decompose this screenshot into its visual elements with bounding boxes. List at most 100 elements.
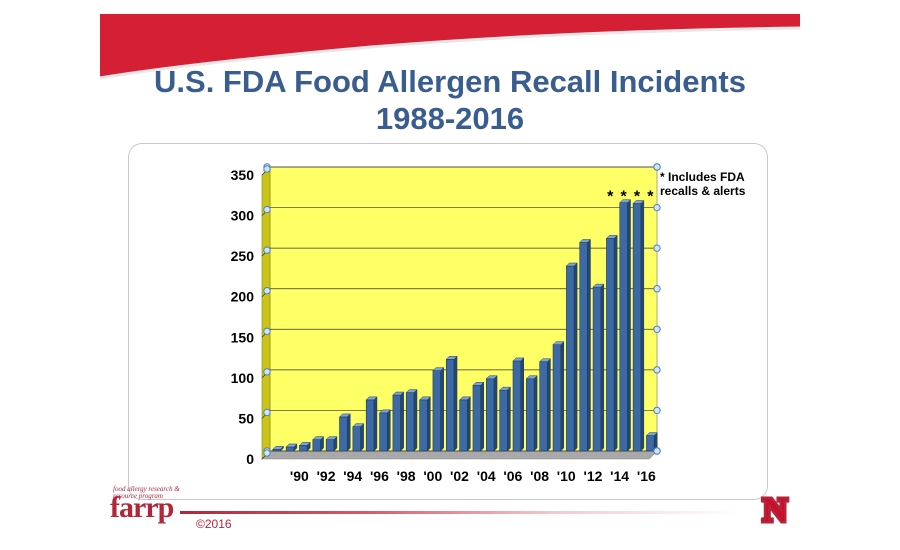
bar-top	[645, 432, 658, 436]
y-tick-label: 0	[246, 451, 254, 467]
bar-top	[605, 235, 618, 239]
bar	[472, 381, 485, 452]
resize-handle[interactable]	[263, 165, 271, 173]
bar-top	[459, 396, 471, 401]
y-tick-label: 250	[231, 248, 255, 264]
resize-handle[interactable]	[263, 408, 271, 417]
bar-front	[512, 360, 522, 452]
logo-wordmark: farrp	[110, 491, 174, 524]
y-tick-label: 350	[231, 167, 255, 183]
bar	[338, 413, 351, 452]
bar-side	[400, 391, 404, 452]
bar-side	[467, 396, 471, 452]
bar-front	[606, 238, 615, 452]
bar-annotation: *	[647, 189, 654, 206]
bar	[619, 199, 632, 452]
bar-front	[592, 286, 602, 452]
bar-top	[378, 409, 391, 414]
x-tick-label: '90	[290, 468, 309, 484]
bar-side	[533, 375, 538, 452]
bar-side	[493, 375, 498, 452]
bar-front	[539, 361, 548, 452]
bar	[565, 262, 578, 452]
bar	[392, 391, 405, 452]
y-tick-label: 50	[238, 410, 254, 426]
x-tick-label: '00	[423, 468, 442, 484]
resize-handle[interactable]	[263, 368, 271, 376]
bar-annotation: *	[621, 189, 628, 206]
bar-side	[360, 423, 364, 452]
bar-annotation: *	[607, 189, 614, 206]
bar-front	[379, 412, 388, 452]
bar	[632, 199, 645, 452]
bar-side	[587, 238, 591, 452]
bar-side	[427, 396, 431, 452]
resize-handle[interactable]	[653, 366, 661, 374]
bar	[352, 423, 365, 452]
bar-top	[592, 283, 605, 288]
bar-side	[627, 199, 631, 452]
bar	[378, 409, 391, 452]
bar-front	[405, 392, 415, 452]
resize-handle[interactable]	[263, 287, 271, 295]
resize-handle[interactable]	[653, 244, 661, 252]
bar-side	[520, 357, 524, 452]
resize-handle[interactable]	[653, 163, 661, 171]
bar-front	[526, 378, 535, 452]
resize-handle[interactable]	[653, 325, 661, 333]
bar-top	[565, 262, 578, 267]
title-line-2: 1988-2016	[375, 101, 525, 136]
bar-front	[392, 394, 401, 452]
bar	[579, 238, 592, 452]
bar-front	[299, 445, 308, 452]
bar	[285, 443, 298, 452]
bar-top	[445, 356, 458, 360]
bar-side	[373, 396, 378, 452]
plot-floor	[261, 450, 658, 460]
bar	[418, 396, 431, 452]
bar-top	[392, 391, 405, 396]
bar	[485, 375, 498, 452]
bar-top	[525, 375, 538, 380]
n-logo-outline: N	[763, 492, 788, 526]
bar-front	[325, 439, 335, 452]
bar-front	[619, 202, 628, 452]
x-tick-label: '92	[317, 468, 336, 484]
bar-top	[365, 396, 378, 401]
n-logo-letter: N	[763, 492, 788, 526]
x-tick-label: '16	[637, 468, 656, 484]
bar-front	[339, 416, 348, 452]
resize-handle[interactable]	[653, 447, 661, 455]
resize-handle[interactable]	[653, 406, 661, 415]
slide-title: U.S. FDA Food Allergen Recall Incidents …	[0, 63, 900, 137]
bar	[512, 357, 525, 452]
bar	[605, 234, 618, 452]
bar-top	[405, 389, 418, 393]
resize-handle[interactable]	[653, 285, 661, 293]
bar	[272, 445, 285, 452]
chart-footnote: * Includes FDA recalls & alerts	[660, 170, 746, 198]
bar-top	[539, 358, 552, 362]
bar-top	[298, 442, 311, 446]
x-tick-label: '96	[370, 468, 389, 484]
bar-side	[600, 283, 605, 452]
logo-tagline: food allergy research & resource program	[113, 485, 180, 500]
selection-handles[interactable]	[263, 163, 661, 457]
resize-handle[interactable]	[653, 203, 661, 212]
resize-handle[interactable]	[263, 205, 271, 214]
bar-top	[512, 357, 525, 362]
resize-handle[interactable]	[263, 327, 271, 335]
bar	[539, 358, 552, 452]
bar	[365, 396, 378, 452]
bar	[499, 386, 512, 452]
x-tick-label: '06	[503, 468, 522, 484]
bar	[325, 436, 338, 452]
resize-handle[interactable]	[263, 449, 271, 457]
farrp-logo: food allergy research & resource program…	[110, 486, 200, 526]
bar	[432, 367, 445, 452]
bar-side	[453, 355, 458, 452]
resize-handle[interactable]	[263, 246, 271, 254]
bar-top	[338, 413, 351, 418]
bar-side	[507, 386, 511, 452]
